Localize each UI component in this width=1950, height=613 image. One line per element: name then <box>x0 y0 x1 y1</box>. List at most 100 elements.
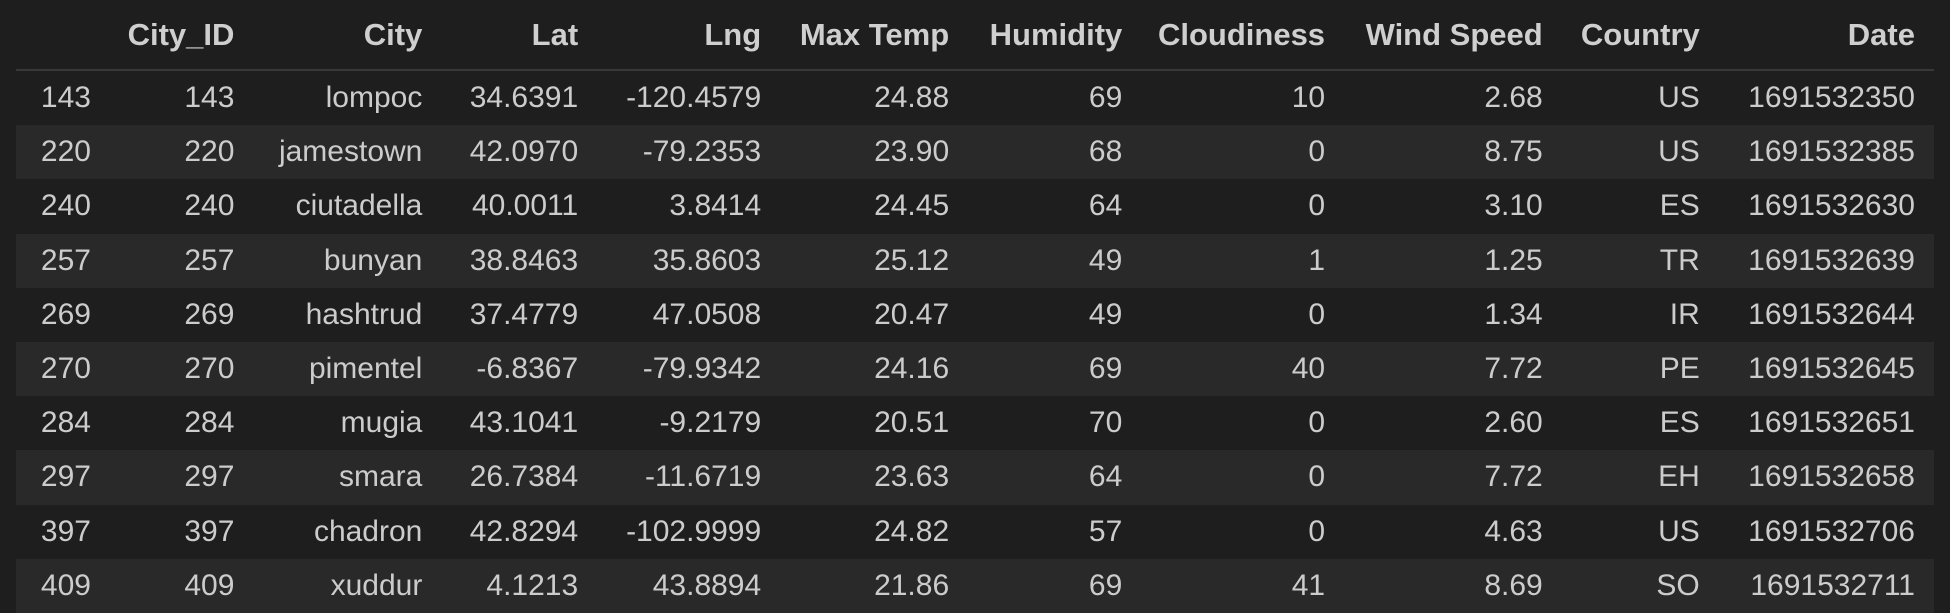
cell-lat: -6.8367 <box>476 352 579 386</box>
cell-max-temp: 24.45 <box>874 189 950 223</box>
cell-wind-speed: 1.34 <box>1484 297 1543 331</box>
cell-cloudiness: 0 <box>1308 514 1326 548</box>
cell-city-id: 257 <box>184 243 235 277</box>
row-index: 297 <box>40 460 91 494</box>
cell-country: IR <box>1669 297 1700 331</box>
row-index: 269 <box>40 297 91 331</box>
cell-city-id: 269 <box>184 297 235 331</box>
cell-lng: 47.0508 <box>652 297 762 331</box>
cell-country: PE <box>1659 352 1700 386</box>
cell-humidity: 69 <box>1088 568 1123 602</box>
row-index: 240 <box>40 189 91 223</box>
table-row: 240 240 ciutadella 40.0011 3.8414 24.45 … <box>16 179 1934 234</box>
column-header-lng: Lng <box>597 0 781 71</box>
cell-date: 1691532658 <box>1748 460 1915 494</box>
cell-country: US <box>1658 514 1700 548</box>
cell-country: US <box>1658 135 1700 169</box>
cell-wind-speed: 7.72 <box>1484 352 1543 386</box>
cell-date: 1691532651 <box>1748 406 1915 440</box>
cell-cloudiness: 10 <box>1291 81 1326 115</box>
cell-city: hashtrud <box>305 297 423 331</box>
cell-date: 1691532711 <box>1750 568 1915 602</box>
cell-max-temp: 20.51 <box>874 406 950 440</box>
cell-max-temp: 25.12 <box>874 243 950 277</box>
cell-city-id: 297 <box>184 460 235 494</box>
row-index: 397 <box>40 514 91 548</box>
cell-date: 1691532350 <box>1748 81 1915 115</box>
header-row: City_ID City Lat Lng Max Temp Humidity C… <box>16 0 1934 71</box>
cell-max-temp: 23.63 <box>874 460 950 494</box>
cell-lat: 42.0970 <box>469 135 579 169</box>
row-index: 143 <box>40 81 91 115</box>
cell-lat: 34.6391 <box>469 81 579 115</box>
row-index: 270 <box>40 352 91 386</box>
column-header-city: City <box>253 0 442 71</box>
cell-country: ES <box>1659 189 1700 223</box>
row-index: 257 <box>40 243 91 277</box>
cell-lng: 43.8894 <box>652 568 762 602</box>
column-header-city-id: City_ID <box>109 0 254 71</box>
cell-lng: -9.2179 <box>659 406 762 440</box>
dataframe-output: City_ID City Lat Lng Max Temp Humidity C… <box>16 0 1934 613</box>
cell-country: TR <box>1659 243 1700 277</box>
cell-date: 1691532644 <box>1748 297 1915 331</box>
cell-lat: 37.4779 <box>469 297 579 331</box>
row-index: 409 <box>40 568 91 602</box>
cell-city: mugia <box>340 406 423 440</box>
cell-max-temp: 21.86 <box>874 568 950 602</box>
cell-lat: 40.0011 <box>471 189 579 223</box>
cell-humidity: 64 <box>1088 189 1123 223</box>
cell-humidity: 49 <box>1088 297 1123 331</box>
cell-country: ES <box>1659 406 1700 440</box>
cell-cloudiness: 0 <box>1308 460 1326 494</box>
cell-humidity: 64 <box>1088 460 1123 494</box>
cell-city: xuddur <box>330 568 423 602</box>
cell-date: 1691532385 <box>1748 135 1915 169</box>
cell-wind-speed: 7.72 <box>1484 460 1543 494</box>
cell-city-id: 409 <box>184 568 235 602</box>
column-header-wind-speed: Wind Speed <box>1344 0 1562 71</box>
table-row: 297 297 smara 26.7384 -11.6719 23.63 64 … <box>16 450 1934 505</box>
cell-cloudiness: 0 <box>1308 297 1326 331</box>
cell-city: lompoc <box>325 81 423 115</box>
row-index: 284 <box>40 406 91 440</box>
table-row: 257 257 bunyan 38.8463 35.8603 25.12 49 … <box>16 233 1934 288</box>
table-row: 270 270 pimentel -6.8367 -79.9342 24.16 … <box>16 341 1934 397</box>
column-header-lat: Lat <box>441 0 598 71</box>
cell-wind-speed: 2.68 <box>1484 81 1543 115</box>
cell-city: jamestown <box>278 135 423 169</box>
cell-cloudiness: 0 <box>1308 406 1326 440</box>
dataframe-table: City_ID City Lat Lng Max Temp Humidity C… <box>16 0 1934 613</box>
cell-wind-speed: 2.60 <box>1484 406 1543 440</box>
table-row: 269 269 hashtrud 37.4779 47.0508 20.47 4… <box>16 287 1934 342</box>
cell-lng: 35.8603 <box>652 243 762 277</box>
cell-city-id: 240 <box>184 189 235 223</box>
table-row: 143 143 lompoc 34.6391 -120.4579 24.88 6… <box>16 70 1934 126</box>
cell-date: 1691532706 <box>1748 514 1915 548</box>
cell-lng: -79.9342 <box>642 352 762 386</box>
column-header-max-temp: Max Temp <box>780 0 969 71</box>
cell-wind-speed: 1.25 <box>1484 243 1543 277</box>
cell-max-temp: 24.16 <box>874 352 950 386</box>
table-row: 409 409 xuddur 4.1213 43.8894 21.86 69 4… <box>16 558 1934 613</box>
cell-country: EH <box>1658 460 1700 494</box>
column-header-country: Country <box>1561 0 1719 71</box>
cell-city: bunyan <box>323 243 423 277</box>
cell-cloudiness: 41 <box>1291 568 1326 602</box>
cell-city-id: 397 <box>184 514 235 548</box>
cell-lat: 4.1213 <box>486 568 579 602</box>
column-header-humidity: Humidity <box>968 0 1142 71</box>
cell-cloudiness: 0 <box>1308 189 1326 223</box>
cell-humidity: 57 <box>1088 514 1123 548</box>
cell-city: ciutadella <box>295 189 423 223</box>
cell-city-id: 270 <box>184 352 235 386</box>
cell-date: 1691532639 <box>1748 243 1915 277</box>
cell-lng: -120.4579 <box>626 81 762 115</box>
cell-lng: 3.8414 <box>669 189 762 223</box>
cell-city: pimentel <box>308 352 423 386</box>
cell-max-temp: 20.47 <box>874 297 950 331</box>
cell-humidity: 68 <box>1088 135 1123 169</box>
cell-date: 1691532630 <box>1748 189 1915 223</box>
cell-city-id: 284 <box>184 406 235 440</box>
cell-max-temp: 23.90 <box>874 135 950 169</box>
